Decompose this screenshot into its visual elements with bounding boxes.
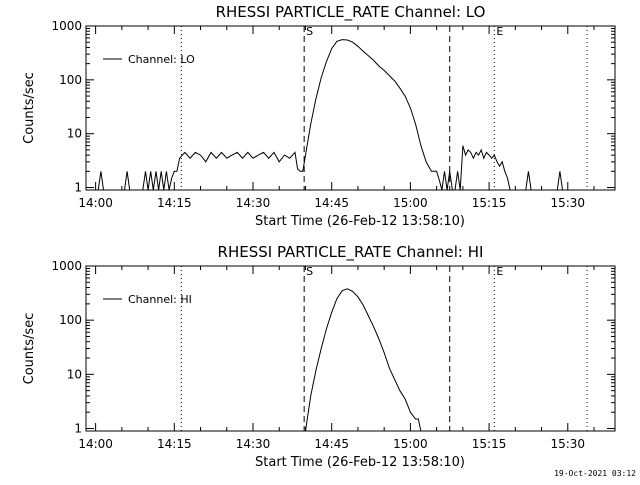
y-tick-label: 1000 — [51, 19, 82, 33]
y-tick-label: 1000 — [51, 259, 82, 273]
y-tick-label: 10 — [67, 367, 82, 381]
chart-panel-0: RHESSI PARTICLE_RATE Channel: LO 1 10 100 10… — [22, 3, 616, 229]
series-line — [305, 288, 422, 432]
x-tick-label: 14:15 — [157, 437, 192, 451]
time-marker-label: S — [306, 25, 313, 38]
y-tick-label: 100 — [59, 73, 82, 87]
x-tick-label: 15:00 — [393, 196, 428, 210]
y-tick-label: 1 — [74, 422, 82, 436]
x-tick-label: 14:45 — [314, 196, 349, 210]
series-line — [97, 39, 563, 191]
x-tick-label: 14:00 — [78, 437, 113, 451]
y-axis-label: Counts/sec — [22, 313, 37, 385]
chart-title: RHESSI PARTICLE_RATE Channel: HI — [218, 243, 484, 262]
y-tick-label: 1 — [74, 181, 82, 195]
chart-title: RHESSI PARTICLE_RATE Channel: LO — [216, 3, 486, 22]
x-tick-label: 14:00 — [78, 196, 113, 210]
x-axis-label: Start Time (26-Feb-12 13:58:10) — [255, 214, 465, 229]
y-axis-label: Counts/sec — [22, 72, 37, 144]
y-tick-label: 100 — [59, 313, 82, 327]
legend-label: Channel: HI — [128, 293, 192, 306]
x-tick-label: 14:15 — [157, 196, 192, 210]
x-axis-label: Start Time (26-Feb-12 13:58:10) — [255, 455, 465, 470]
footer-timestamp: 19-Oct-2021 03:12 — [554, 469, 636, 478]
y-tick-label: 10 — [67, 127, 82, 141]
chart-panel-1: RHESSI PARTICLE_RATE Channel: HI 1 10 100 10… — [22, 243, 616, 470]
x-tick-label: 14:45 — [314, 437, 349, 451]
axes-frame — [85, 25, 616, 191]
x-tick-label: 15:30 — [550, 196, 585, 210]
x-tick-label: 14:30 — [236, 437, 271, 451]
time-marker-label: S — [306, 265, 313, 278]
legend-label: Channel: LO — [128, 53, 195, 66]
x-tick-label: 15:15 — [472, 437, 507, 451]
time-marker-label: E — [496, 25, 503, 38]
x-tick-label: 15:15 — [472, 196, 507, 210]
x-tick-label: 14:30 — [236, 196, 271, 210]
x-tick-label: 15:30 — [550, 437, 585, 451]
x-tick-label: 15:00 — [393, 437, 428, 451]
time-marker-label: E — [496, 265, 503, 278]
